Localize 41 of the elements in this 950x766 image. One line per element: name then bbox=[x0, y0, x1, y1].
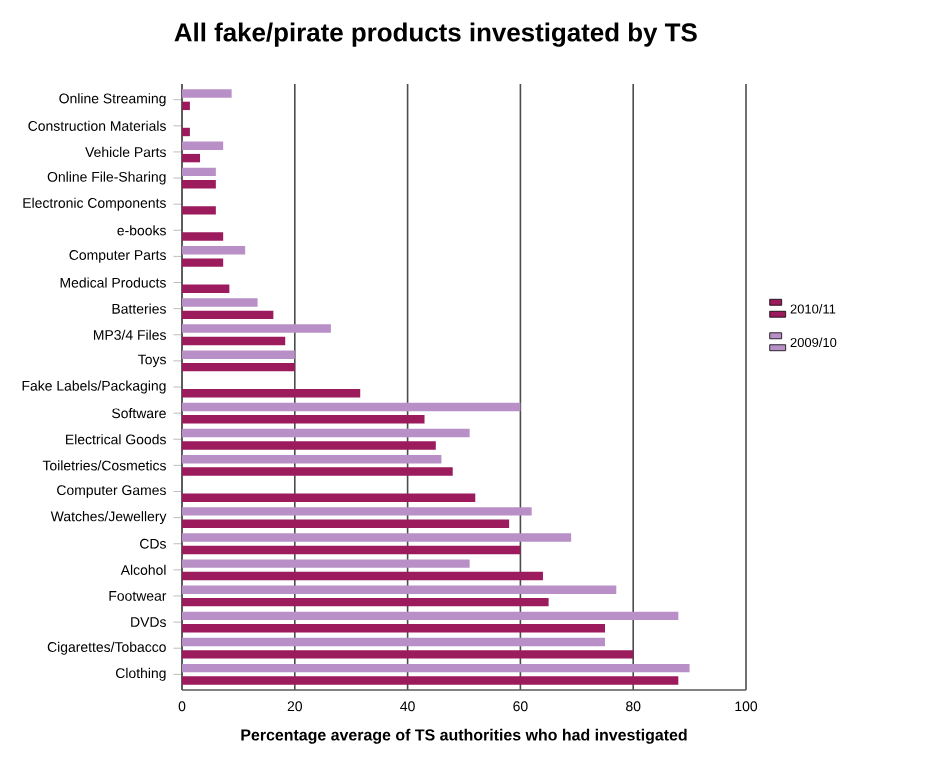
bar bbox=[182, 571, 543, 581]
bar bbox=[182, 585, 617, 594]
bar bbox=[182, 350, 295, 359]
bar bbox=[182, 624, 606, 633]
bar bbox=[182, 493, 476, 502]
bar bbox=[182, 637, 606, 647]
bar bbox=[182, 298, 258, 307]
bar bbox=[182, 415, 425, 424]
bar bbox=[182, 324, 331, 333]
bar bbox=[182, 507, 532, 516]
bar bbox=[182, 362, 295, 372]
bar bbox=[182, 206, 216, 215]
bar bbox=[182, 89, 232, 98]
bar bbox=[182, 180, 216, 189]
bar bbox=[182, 611, 679, 621]
bar bbox=[182, 127, 190, 137]
bar bbox=[182, 389, 361, 398]
bar bbox=[182, 467, 453, 476]
bar bbox=[182, 402, 521, 412]
bar bbox=[182, 545, 521, 555]
bar bbox=[182, 232, 224, 241]
bar bbox=[182, 246, 246, 255]
bar bbox=[182, 167, 216, 177]
bar bbox=[182, 441, 436, 450]
bar bbox=[182, 258, 224, 267]
bar bbox=[182, 454, 442, 464]
bar bbox=[182, 597, 549, 607]
bar bbox=[182, 428, 470, 438]
bar bbox=[182, 310, 274, 320]
bar bbox=[182, 519, 510, 528]
chart-title: All fake/pirate products investigated by TS bbox=[174, 22, 697, 47]
bar bbox=[182, 533, 572, 542]
bar bbox=[182, 650, 634, 659]
bar bbox=[182, 101, 190, 111]
bar bbox=[182, 284, 230, 293]
bar bbox=[182, 559, 470, 568]
bar bbox=[182, 141, 224, 150]
bar bbox=[182, 663, 690, 673]
bar bbox=[182, 153, 201, 163]
bar bbox=[182, 336, 286, 346]
bar bbox=[182, 676, 679, 685]
